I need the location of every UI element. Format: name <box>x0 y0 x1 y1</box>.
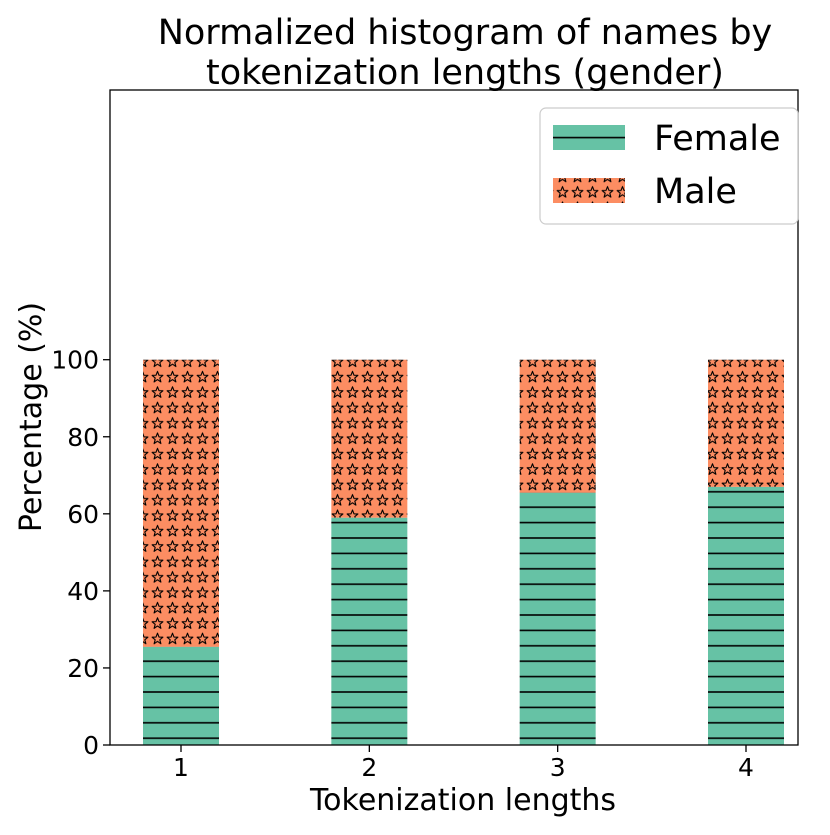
x-tick-label-2: 2 <box>361 753 377 782</box>
y-tick-label-20: 20 <box>67 654 99 683</box>
chart-title-line-1: Normalized histogram of names by <box>158 13 773 53</box>
bars-layer <box>143 359 784 745</box>
bar-female-3 <box>519 492 596 745</box>
y-tick-label-0: 0 <box>83 731 99 760</box>
bar-female-4 <box>708 486 784 745</box>
legend: Female Male <box>539 107 799 225</box>
x-axis-label: Tokenization lengths <box>309 783 616 818</box>
x-axis-ticks: 1 2 3 4 <box>173 745 754 782</box>
bar-male-3 <box>519 359 596 493</box>
legend-label-male: Male <box>654 172 737 212</box>
legend-label-female: Female <box>654 119 781 159</box>
x-tick-label-1: 1 <box>173 753 189 782</box>
legend-swatch-male <box>553 178 625 203</box>
x-tick-label-4: 4 <box>738 753 754 782</box>
y-axis-label: Percentage (%) <box>14 302 49 532</box>
y-tick-label-80: 80 <box>67 423 99 452</box>
y-tick-label-60: 60 <box>67 500 99 529</box>
chart-title-line-2: tokenization lengths (gender) <box>206 53 724 93</box>
x-tick-label-3: 3 <box>550 753 566 782</box>
y-axis-ticks: 0 20 40 60 80 100 <box>51 346 110 760</box>
plot-frame <box>109 89 799 746</box>
bar-male-2 <box>331 359 408 518</box>
y-tick-label-40: 40 <box>67 577 99 606</box>
y-tick-label-100: 100 <box>51 346 99 375</box>
bar-male-4 <box>708 359 784 487</box>
legend-swatch-female <box>553 125 625 150</box>
bar-female-1 <box>143 646 219 745</box>
bar-female-2 <box>331 517 408 745</box>
bar-male-1 <box>143 359 219 647</box>
